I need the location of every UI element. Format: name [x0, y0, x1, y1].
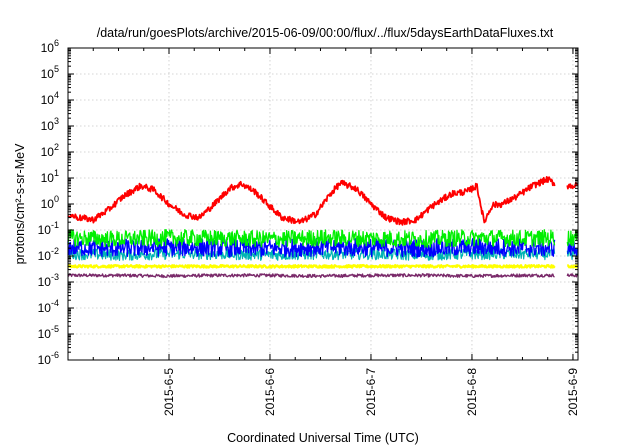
series-line-3: [566, 239, 578, 257]
series-line-0: [67, 273, 555, 279]
x-tick-label: 2015-6-8: [465, 368, 479, 416]
y-tick-label: 101: [41, 168, 59, 185]
y-tick-label: 10-1: [38, 220, 59, 237]
series-line-4: [67, 229, 556, 248]
y-axis-title: protons/cm²-s-sr-MeV: [13, 143, 27, 265]
data-series: [67, 175, 579, 279]
x-tick-label: 2015-6-6: [263, 368, 277, 416]
series-line-4: [566, 229, 579, 247]
x-axis-ticks: 2015-6-5 2015-6-6 2015-6-7 2015-6-8 2015-6-9: [67, 48, 580, 416]
x-axis-title: Coordinated Universal Time (UTC): [227, 431, 419, 445]
y-tick-label: 10-3: [38, 272, 59, 289]
y-tick-label: 10-2: [38, 246, 59, 263]
y-tick-label: 10-4: [38, 298, 59, 315]
y-axis-ticks: 10-6 10-5 10-4 10-3 10-2 10-1 100 101 102 103 104 1…: [38, 38, 578, 367]
x-tick-label: 2015-6-5: [162, 368, 176, 416]
series-line-5: [566, 182, 579, 190]
y-tick-label: 106: [41, 38, 59, 55]
chart-title: /data/run/goesPlots/archive/2015-06-09/0…: [97, 26, 554, 40]
y-tick-label: 103: [41, 116, 59, 133]
y-tick-label: 104: [41, 90, 59, 107]
series-line-0: [566, 273, 579, 278]
series-line-1: [67, 263, 556, 269]
y-tick-label: 10-5: [38, 324, 59, 341]
y-tick-label: 10-6: [38, 350, 59, 367]
x-tick-label: 2015-6-9: [566, 368, 580, 416]
y-tick-label: 105: [41, 64, 59, 81]
series-line-5: [67, 175, 556, 226]
y-tick-label: 100: [41, 194, 59, 211]
series-line-3: [67, 237, 556, 258]
y-tick-label: 102: [41, 142, 59, 159]
x-tick-label: 2015-6-7: [364, 368, 378, 416]
